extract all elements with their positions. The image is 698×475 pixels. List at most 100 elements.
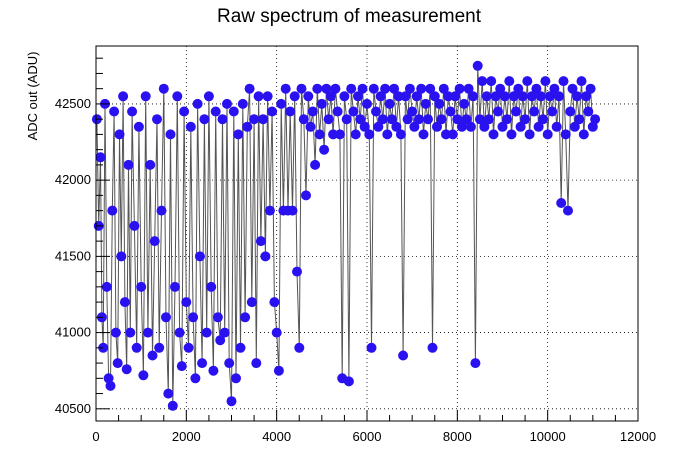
data-point: [549, 83, 560, 94]
data-point: [520, 114, 531, 125]
data-point: [105, 380, 116, 391]
data-point: [140, 91, 151, 102]
data-point: [359, 121, 370, 132]
data-point: [341, 114, 352, 125]
data-point: [109, 106, 120, 117]
data-point: [101, 281, 112, 292]
data-point: [95, 152, 106, 163]
data-point: [583, 106, 594, 117]
data-point: [554, 91, 564, 102]
data-point: [404, 83, 415, 94]
y-axis-label: ADC out (ADU): [25, 52, 40, 141]
data-point: [98, 342, 109, 353]
data-point: [133, 121, 144, 132]
y-tick-label: 41500: [55, 248, 91, 263]
data-point: [407, 106, 418, 117]
data-point: [260, 251, 271, 262]
data-point: [194, 251, 205, 262]
data-point: [226, 396, 237, 407]
data-point: [280, 83, 291, 94]
data-point: [526, 91, 537, 102]
data-point: [368, 83, 379, 94]
data-point: [517, 91, 528, 102]
data-point: [298, 114, 309, 125]
x-tick-label: 10000: [530, 429, 566, 444]
data-point: [450, 91, 461, 102]
data-point: [468, 91, 479, 102]
data-point: [418, 129, 429, 140]
data-point: [287, 205, 298, 216]
data-point: [490, 91, 501, 102]
data-point: [391, 121, 402, 132]
data-point: [423, 114, 433, 125]
x-tick-label: 8000: [443, 429, 472, 444]
data-point: [533, 121, 544, 132]
data-point: [416, 83, 427, 94]
data-point: [495, 83, 506, 94]
data-point: [474, 114, 485, 125]
data-point: [420, 98, 431, 109]
data-point: [531, 83, 542, 94]
series-line: [96, 65, 596, 406]
data-point: [357, 83, 368, 94]
data-point: [581, 91, 592, 102]
data-point: [463, 83, 474, 94]
data-point: [235, 342, 246, 353]
data-point: [316, 98, 327, 109]
data-point: [380, 83, 391, 94]
x-tick-label: 6000: [353, 429, 382, 444]
data-point: [486, 76, 497, 87]
data-point: [219, 327, 230, 338]
data-point: [511, 106, 521, 117]
data-point: [339, 91, 350, 102]
data-point: [508, 91, 519, 102]
data-point: [215, 335, 226, 346]
data-point: [103, 373, 114, 384]
data-point: [301, 190, 311, 201]
data-point: [542, 129, 553, 140]
data-point: [203, 91, 214, 102]
data-point: [199, 114, 210, 125]
data-point: [253, 91, 264, 102]
data-point: [172, 91, 183, 102]
data-point: [535, 91, 546, 102]
data-point: [129, 220, 140, 231]
data-point: [154, 342, 165, 353]
data-point: [384, 98, 395, 109]
data-point: [231, 373, 241, 384]
y-tick-label: 42000: [55, 172, 91, 187]
data-point: [185, 121, 196, 132]
data-point: [569, 121, 580, 132]
data-point: [547, 106, 558, 117]
data-point: [558, 76, 569, 87]
data-point: [461, 114, 472, 125]
data-point: [590, 114, 601, 125]
data-point: [307, 106, 318, 117]
data-point: [585, 83, 596, 94]
data-point: [142, 327, 153, 338]
data-point: [197, 358, 208, 369]
data-point: [445, 106, 456, 117]
data-point: [314, 129, 325, 140]
data-point: [183, 342, 194, 353]
data-point: [116, 251, 127, 262]
data-point: [325, 91, 336, 102]
data-point: [524, 129, 535, 140]
data-point: [246, 297, 257, 308]
data-point: [269, 297, 280, 308]
data-point: [479, 121, 490, 132]
data-point: [513, 83, 524, 94]
data-point: [312, 83, 323, 94]
data-point: [560, 129, 571, 140]
data-point: [255, 236, 266, 247]
data-point: [540, 76, 551, 87]
y-tick-label: 41000: [55, 325, 91, 340]
data-point: [432, 121, 442, 132]
data-point: [163, 388, 174, 399]
data-point: [502, 114, 512, 125]
data-point: [400, 91, 411, 102]
data-point: [303, 91, 314, 102]
data-point: [409, 121, 420, 132]
data-point: [264, 205, 275, 216]
